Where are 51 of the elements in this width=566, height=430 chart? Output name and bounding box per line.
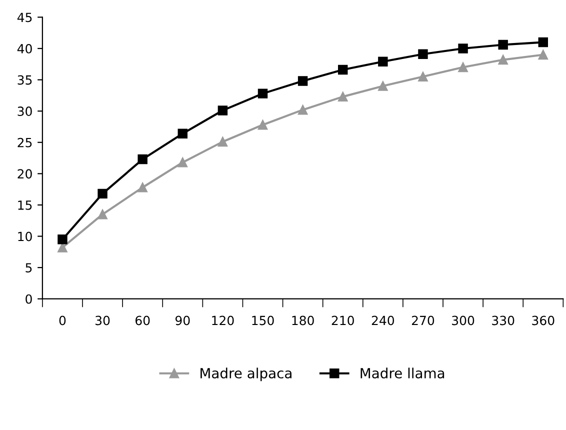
- legend-label: Madre alpaca: [200, 368, 292, 382]
- legend-label: Madre llama: [360, 368, 444, 378]
- point: [378, 56, 388, 66]
- point: [98, 209, 108, 220]
- point: [338, 92, 348, 102]
- point: [498, 54, 508, 65]
- point: [178, 158, 188, 168]
- y-tick-label: 45: [17, 12, 32, 22]
- point: [178, 128, 188, 138]
- point: [258, 88, 268, 98]
- x-tick-label: 120: [212, 316, 234, 326]
- point: [538, 37, 548, 48]
- x-tick-label: 60: [136, 316, 150, 326]
- point: [538, 50, 548, 60]
- point: [218, 106, 228, 116]
- x-tick-label: 90: [175, 316, 190, 326]
- point: [138, 154, 148, 164]
- point: [58, 242, 68, 252]
- point: [58, 234, 68, 244]
- x-tick-label: 210: [332, 316, 354, 326]
- point: [98, 188, 108, 199]
- point: [298, 104, 308, 115]
- x-tick-label: 0: [59, 316, 66, 326]
- point: [218, 136, 228, 147]
- x-tick-label: 300: [452, 316, 474, 326]
- y-tick-label: 10: [18, 232, 32, 242]
- x-tick-label: 270: [412, 316, 434, 326]
- x-tick-label: 30: [96, 316, 110, 326]
- point: [298, 76, 308, 86]
- y-tick-label: 35: [18, 75, 32, 85]
- y-tick-label: 20: [18, 169, 32, 179]
- point: [418, 72, 428, 82]
- y-tick-label: 5: [26, 263, 32, 272]
- y-tick-label: 40: [17, 44, 32, 54]
- point: [458, 44, 468, 54]
- x-tick-label: 150: [252, 316, 274, 326]
- x-tick-label: 240: [372, 316, 394, 326]
- point: [338, 64, 348, 75]
- point: [258, 120, 268, 130]
- point: [138, 182, 148, 192]
- x-tick-label: 180: [292, 316, 314, 326]
- y-tick-label: 15: [18, 200, 32, 210]
- point: [458, 62, 468, 72]
- y-tick-label: 25: [18, 138, 32, 148]
- point: [378, 81, 388, 91]
- x-tick-label: 330: [492, 316, 514, 326]
- y-tick-label: 30: [18, 106, 32, 116]
- point: [498, 40, 508, 50]
- point: [418, 49, 428, 59]
- y-tick-label: 0: [26, 294, 32, 304]
- x-tick-label: 360: [532, 316, 554, 326]
